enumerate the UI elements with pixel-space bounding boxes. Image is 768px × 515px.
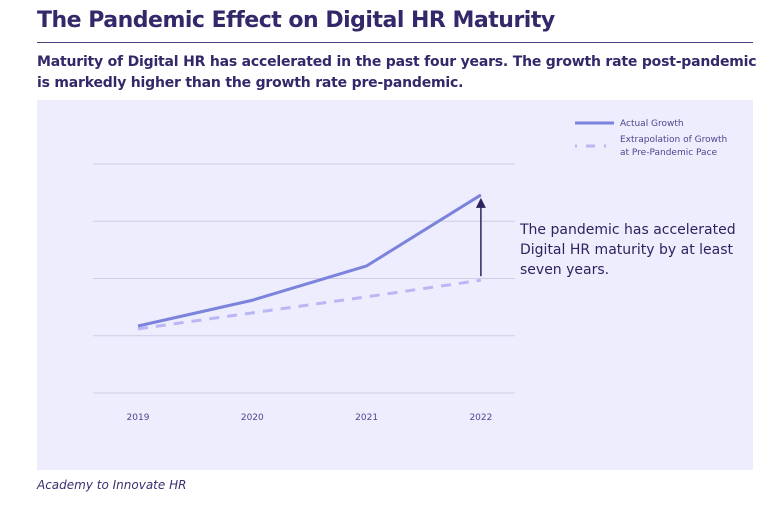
source-credit: Academy to Innovate HR [37, 478, 187, 492]
subtitle: Maturity of Digital HR has accelerated i… [37, 54, 757, 91]
legend-label-extrapolation-line1: Extrapolation of Growth [620, 135, 727, 145]
annotation-line-2: Digital HR maturity by at least [520, 242, 734, 258]
legend-label-actual: Actual Growth [620, 119, 684, 129]
chart-panel [37, 100, 753, 470]
arrow-up-icon [475, 197, 486, 208]
x-tick-label: 2019 [127, 413, 150, 423]
series-line-actual [137, 193, 482, 328]
x-tick-label: 2021 [355, 413, 378, 423]
x-tick-label: 2020 [241, 413, 264, 423]
annotation-line-3: seven years. [520, 262, 609, 278]
series-line-extrapolation [137, 278, 482, 331]
page-title: The Pandemic Effect on Digital HR Maturi… [37, 8, 555, 33]
title-divider [37, 42, 753, 43]
x-tick-label: 2022 [469, 413, 492, 423]
annotation-line-1: The pandemic has accelerated [519, 222, 736, 238]
legend-label-extrapolation-line2: at Pre-Pandemic Pace [620, 148, 718, 158]
